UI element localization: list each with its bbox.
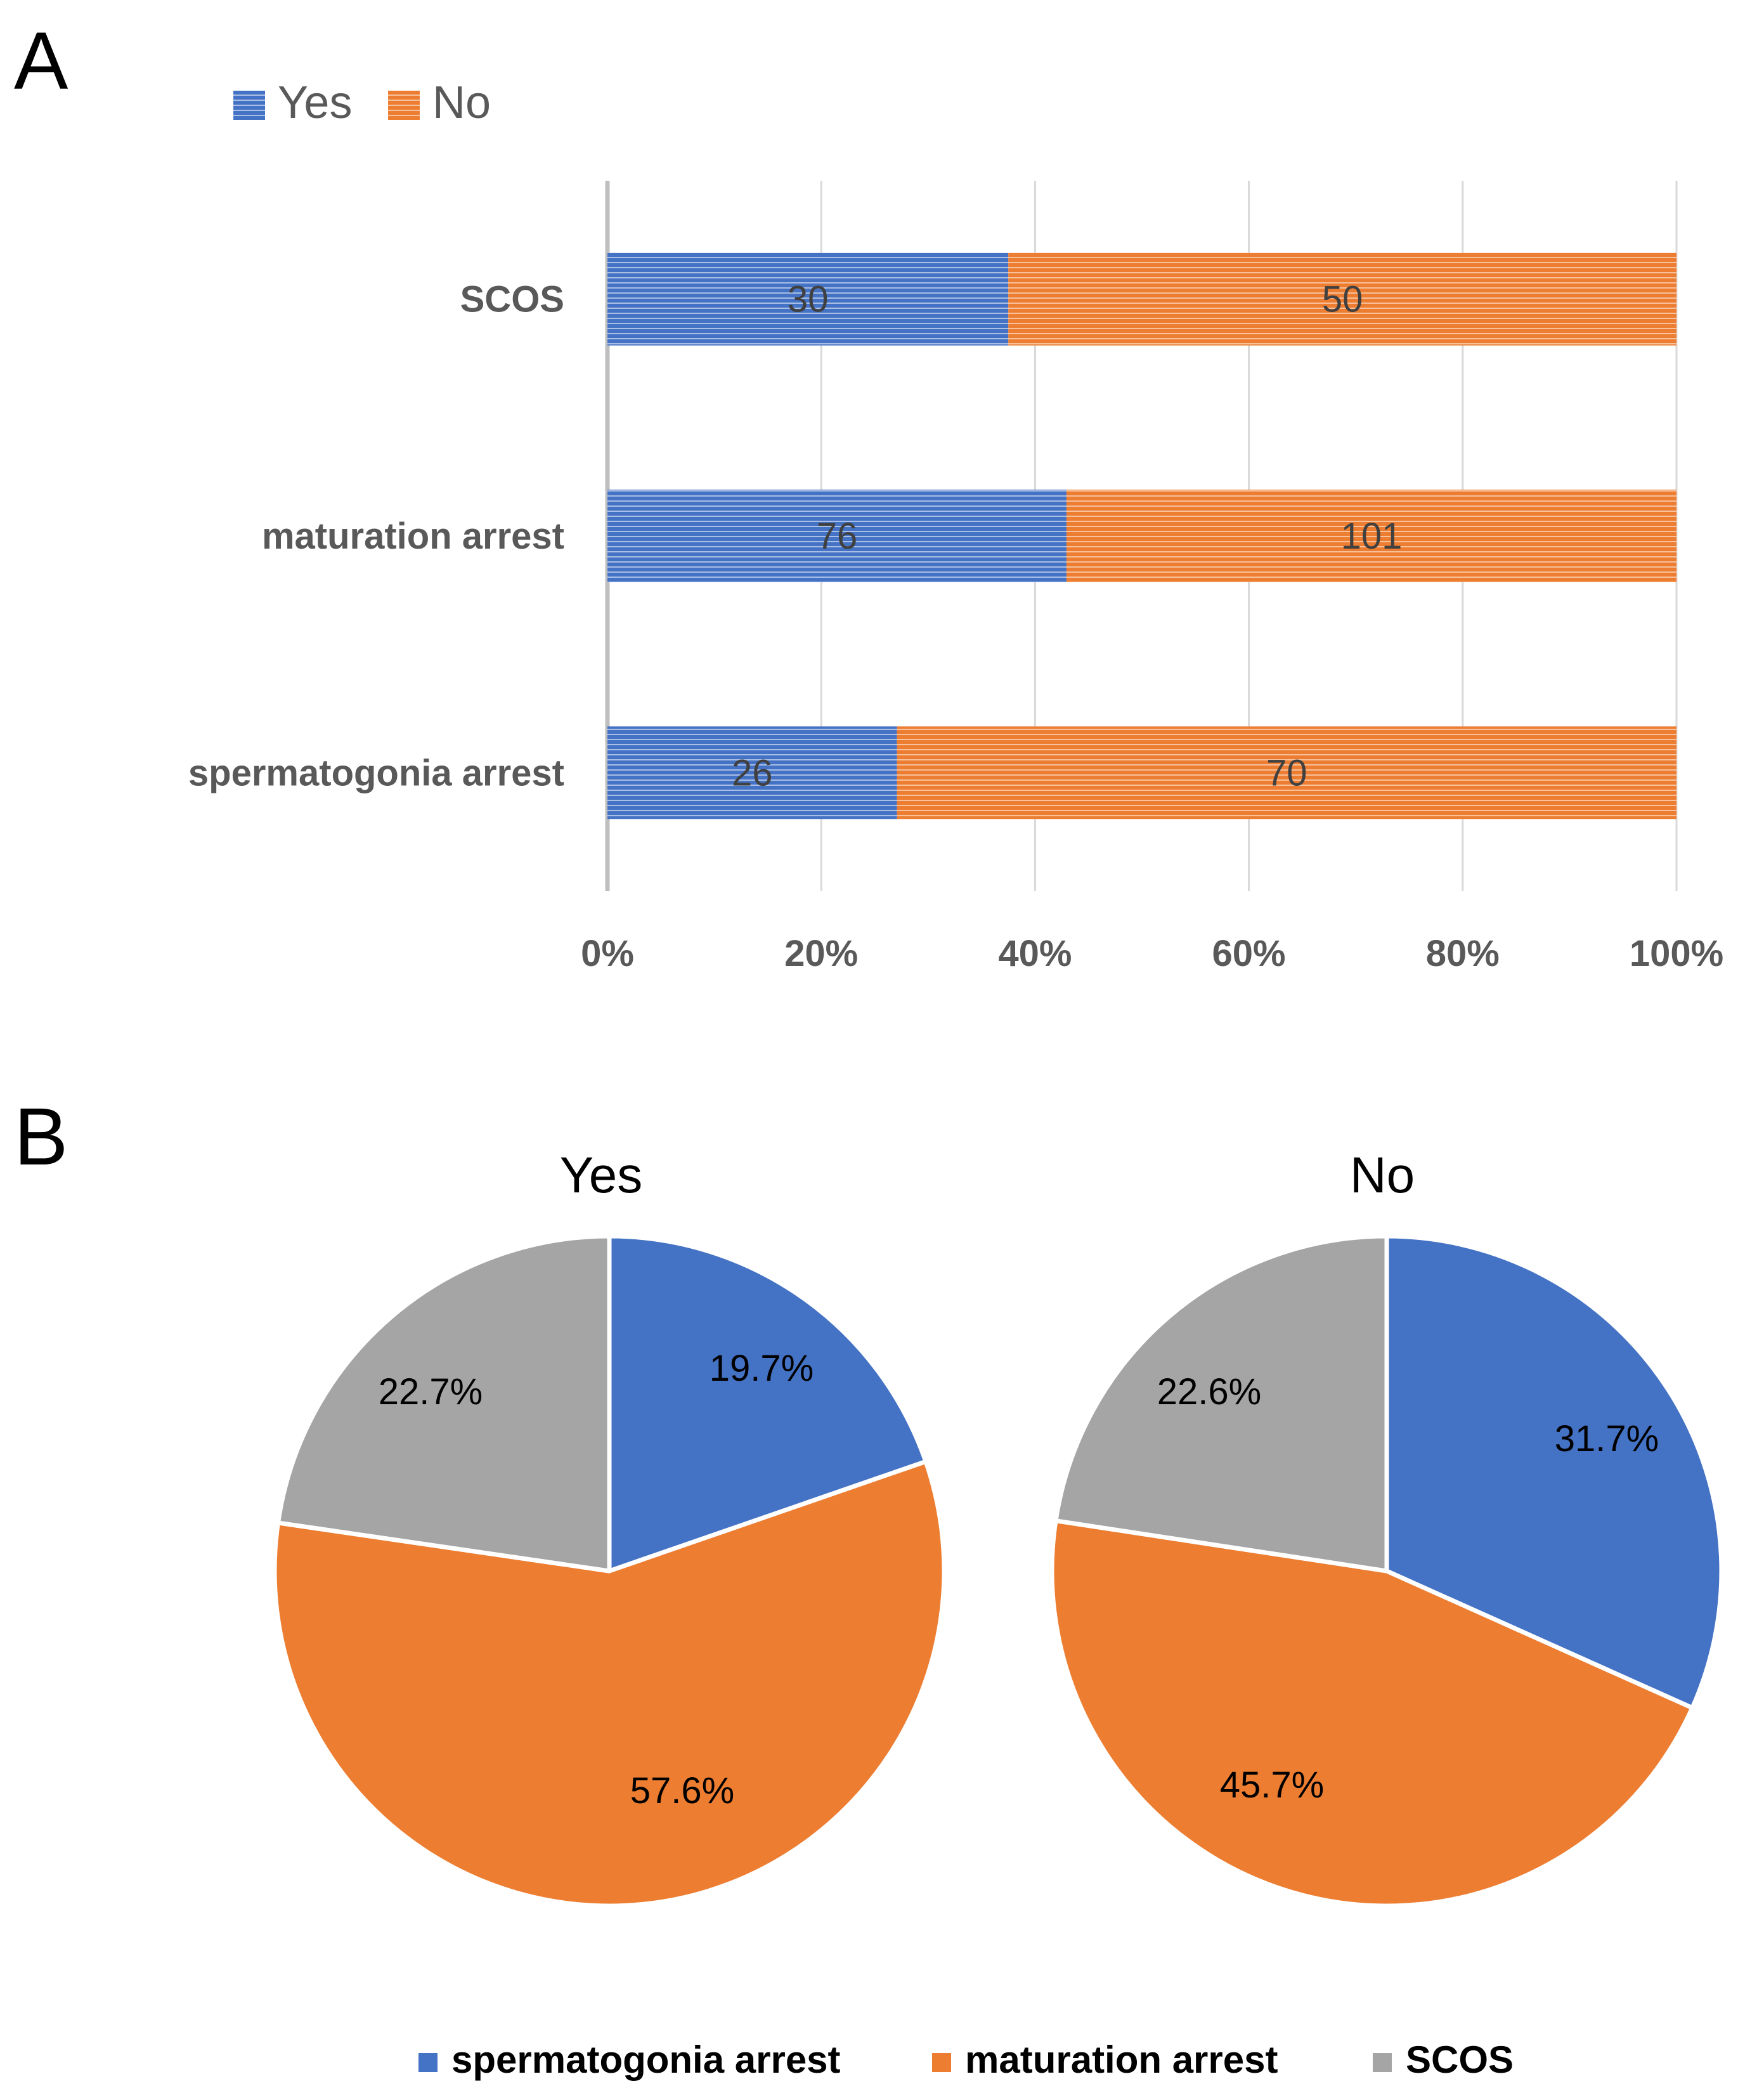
bar-label-spermatogonia-arrest-no: 70 (1266, 752, 1307, 793)
pie-legend-swatch-maturation (932, 2053, 951, 2072)
stacked-bar-chart: Yes No 30 50 76 101 26 70 SCOS maturation arre… (188, 77, 1723, 974)
x-tick-label-0: 0% (581, 933, 634, 974)
pie-yes-slice-scos (276, 1234, 612, 1574)
pie-no-slice-maturation-arrest (1049, 1518, 1695, 1908)
x-tick-label-100: 100% (1630, 933, 1723, 974)
category-label-scos: SCOS (460, 279, 564, 320)
pie-legend-label-scos: SCOS (1406, 2038, 1514, 2081)
legend-swatch-yes (233, 91, 265, 120)
bar-chart-legend: Yes No (233, 77, 491, 128)
legend-swatch-no (388, 91, 420, 120)
pie-no-label-scos: 22.6% (1157, 1371, 1261, 1412)
bar-label-spermatogonia-arrest-yes: 26 (732, 752, 773, 793)
x-tick-label-80: 80% (1426, 933, 1500, 974)
category-labels: SCOS maturation arrest spermatogonia arres… (188, 279, 564, 794)
pie-legend-swatch-spermatogonia (418, 2053, 438, 2072)
x-tick-label-40: 40% (998, 933, 1072, 974)
bar-scos-no (1008, 252, 1676, 346)
pie-no-slice-spermatogonia-arrest (1384, 1234, 1724, 1711)
pie-no-slice-scos (1053, 1234, 1389, 1574)
pie-legend-label-maturation: maturation arrest (965, 2038, 1278, 2081)
pie-chart-yes: Yes 19.7% 57.6% 22.7% (272, 1147, 947, 1908)
pie-no-label-maturation-arrest: 45.7% (1220, 1764, 1324, 1806)
bars: 30 50 76 101 26 70 (607, 252, 1676, 819)
bar-label-scos-no: 50 (1322, 279, 1363, 320)
bar-label-maturation-arrest-yes: 76 (817, 516, 858, 557)
bar-spermatogonia-arrest-yes (607, 726, 897, 819)
bar-label-maturation-arrest-no: 101 (1341, 516, 1403, 557)
x-tick-label-20: 20% (784, 933, 858, 974)
x-tick-label-60: 60% (1212, 933, 1286, 974)
pie-yes-slice-maturation-arrest (272, 1459, 947, 1908)
bar-scos-yes (607, 252, 1009, 346)
panel-a-label: A (14, 16, 68, 107)
pie-title-yes: Yes (560, 1147, 643, 1203)
pie-yes-label-spermatogonia-arrest: 19.7% (710, 1348, 814, 1389)
bar-maturation-arrest-yes (607, 490, 1067, 582)
x-tick-labels: 0% 20% 40% 60% 80% 100% (581, 933, 1723, 974)
pie-legend-swatch-scos (1373, 2053, 1392, 2072)
pie-legend-label-spermatogonia: spermatogonia arrest (451, 2038, 841, 2081)
bar-label-scos-yes: 30 (788, 279, 829, 320)
pie-yes-label-maturation-arrest: 57.6% (630, 1770, 734, 1811)
category-label-spermatogonia-arrest: spermatogonia arrest (188, 752, 564, 793)
panel-b-label: B (14, 1092, 68, 1182)
pie-chart-no: No 31.7% 45.7% 22.6% (1049, 1147, 1724, 1908)
pie-legend: spermatogonia arrest maturation arrest S… (418, 2038, 1514, 2081)
legend-label-yes: Yes (278, 77, 352, 128)
pie-yes-label-scos: 22.7% (379, 1371, 483, 1412)
bar-spermatogonia-arrest-no (897, 726, 1676, 819)
legend-label-no: No (432, 77, 491, 128)
pie-no-label-spermatogonia-arrest: 31.7% (1555, 1418, 1659, 1459)
pie-title-no: No (1350, 1147, 1415, 1203)
bar-maturation-arrest-no (1066, 490, 1676, 582)
category-label-maturation-arrest: maturation arrest (262, 516, 564, 557)
